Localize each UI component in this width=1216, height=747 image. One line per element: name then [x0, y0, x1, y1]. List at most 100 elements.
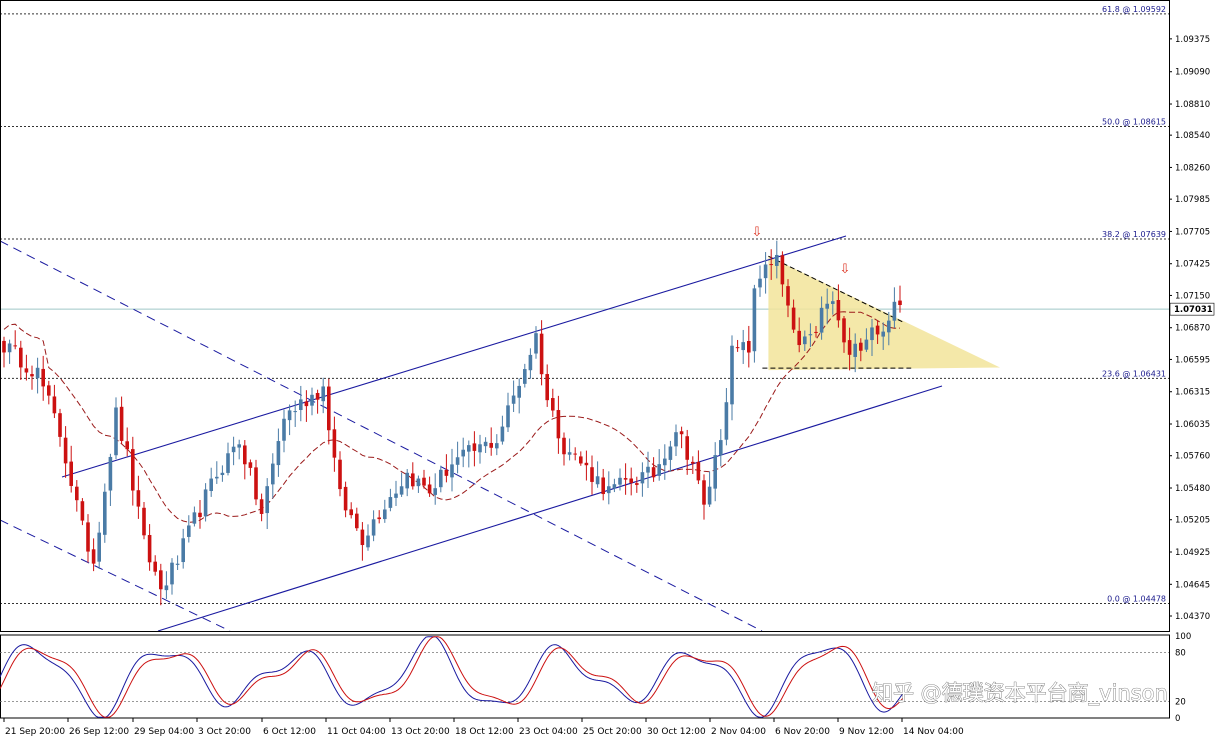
candle-body — [394, 493, 398, 498]
fib-label: 23.6 @ 1.06431 — [1102, 369, 1166, 378]
price-tick-label: 1.06870 — [1175, 324, 1210, 334]
candle-body — [483, 441, 488, 447]
candle-body — [131, 449, 135, 491]
time-tick-label: 29 Sep 04:00 — [134, 727, 194, 737]
candle-body — [170, 562, 174, 585]
candle-body — [847, 340, 852, 355]
candle-body — [159, 570, 163, 590]
candle-body — [35, 367, 40, 379]
candle-body — [685, 436, 689, 460]
down-arrow-marker: ⇩ — [840, 262, 851, 277]
candle-body — [730, 345, 734, 405]
candle-body — [584, 462, 589, 466]
candle-body — [220, 472, 225, 476]
candle-body — [321, 386, 325, 402]
candle-body — [265, 486, 269, 514]
price-tick-label: 1.04645 — [1175, 580, 1210, 590]
time-tick-label: 2 Nov 04:00 — [711, 727, 766, 737]
candle-body — [618, 477, 622, 485]
candle-body — [327, 386, 331, 431]
stoch-level-label: 100 — [1175, 632, 1191, 642]
candle-body — [506, 405, 510, 428]
stochastic-border — [0, 634, 1170, 719]
candle-body — [343, 486, 348, 511]
candle-body — [198, 512, 202, 518]
candle-body — [349, 509, 353, 516]
candle-body — [41, 368, 45, 387]
candle-body — [562, 437, 566, 455]
candle-body — [780, 255, 785, 285]
candle-body — [635, 483, 639, 485]
candle-body — [758, 278, 762, 288]
triangle-pattern — [762, 255, 1000, 371]
price-tick-label: 1.07425 — [1175, 260, 1210, 270]
price-tick-label: 1.08540 — [1175, 131, 1210, 141]
time-tick-label: 9 Nov 12:00 — [839, 727, 894, 737]
candle-body — [192, 512, 197, 524]
candle-body — [231, 446, 236, 453]
candle-body — [629, 478, 633, 483]
candle-body — [679, 431, 684, 435]
candle-body — [595, 476, 600, 485]
candle-body — [556, 410, 561, 439]
descending-line-upper — [0, 240, 763, 632]
time-tick-label: 13 Oct 20:00 — [391, 727, 450, 737]
candle-body — [125, 441, 129, 450]
candle-body — [80, 501, 85, 521]
candle-body — [887, 320, 891, 333]
candle-body — [75, 486, 79, 501]
candle-body — [674, 432, 678, 447]
candle-body — [478, 444, 482, 453]
price-tick-label: 1.04925 — [1175, 548, 1210, 558]
candle-body — [696, 461, 701, 481]
candle-body — [797, 330, 801, 346]
time-tick-label: 30 Oct 12:00 — [647, 727, 706, 737]
candle-body — [511, 395, 516, 404]
time-tick-label: 6 Oct 12:00 — [263, 727, 316, 737]
candle-body — [114, 407, 118, 456]
candle-body — [668, 446, 673, 460]
price-tick-label: 1.05205 — [1175, 516, 1210, 526]
candle-body — [147, 535, 152, 563]
descending-line-lower — [0, 519, 231, 632]
chart-frame — [0, 0, 1170, 719]
price-tick-label: 1.09375 — [1175, 35, 1210, 45]
candle-body — [427, 484, 432, 494]
candle-body — [377, 517, 381, 520]
candle-body — [898, 300, 902, 306]
stoch-level-label: 80 — [1175, 648, 1186, 658]
time-tick-label: 25 Oct 20:00 — [583, 727, 642, 737]
candle-body — [86, 522, 90, 552]
candle-body — [226, 453, 230, 473]
candle-body — [842, 318, 846, 343]
candle-body — [819, 307, 824, 333]
candle-body — [439, 469, 443, 488]
candle-body — [416, 478, 421, 487]
candle-body — [836, 299, 841, 321]
candle-body — [411, 473, 415, 487]
price-tick-label: 1.07705 — [1175, 227, 1210, 237]
candle-body — [304, 401, 309, 407]
candle-body — [103, 491, 107, 535]
ma-line — [3, 311, 901, 523]
candle-body — [254, 467, 258, 500]
candle-body — [7, 343, 12, 353]
channel-upper-line — [61, 235, 847, 478]
candle-body — [299, 399, 303, 411]
triangle-upper-edge — [768, 255, 904, 323]
price-tick-label: 1.09090 — [1175, 68, 1210, 78]
candle-body — [607, 486, 611, 494]
price-axis: 1.09375 1.09090 1.08810 1.08540 1.08260 1.079… — [1169, 35, 1215, 622]
candle-body — [97, 532, 101, 562]
candle-body — [282, 418, 286, 441]
stoch-level-label: 20 — [1175, 698, 1186, 708]
candle-body — [276, 441, 281, 466]
candle-body — [108, 456, 113, 491]
candle-body — [142, 507, 146, 536]
candle-body — [825, 303, 829, 309]
price-tick-label: 1.07150 — [1175, 291, 1210, 301]
fib-label: 61.8 @ 1.09592 — [1102, 5, 1166, 14]
candle-body — [119, 406, 124, 441]
candle-body — [713, 455, 717, 489]
